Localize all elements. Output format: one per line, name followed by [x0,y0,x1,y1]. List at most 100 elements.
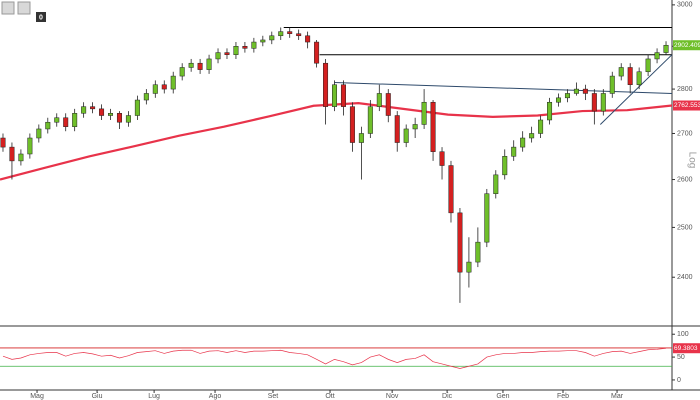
candle-body [108,113,114,116]
y-tick-label: 100 [677,331,689,338]
candle-body [439,151,445,166]
candle-body [134,99,140,116]
candle-body [161,84,167,90]
scale-label: Log [686,152,697,169]
candle-body [323,62,329,107]
x-tick-label: Lug [148,393,160,400]
candle-body [152,84,158,94]
candle-body [233,46,239,55]
candle-body [125,115,131,123]
candle-body [421,101,427,125]
toolbar-label: 0 [39,14,43,21]
candle-body [63,117,69,127]
candle-body [99,108,105,116]
last-value-label: 69.3803 [674,345,698,352]
candle-body [340,84,346,107]
candle-body [600,93,606,112]
candle-body [314,41,320,64]
candle-body [466,261,472,273]
last-value-label: 2762.5535 [674,102,700,109]
candle-body [385,93,391,116]
candle-body [538,119,544,134]
x-tick-label: Set [268,393,279,400]
candle-body [457,212,463,273]
y-tick-label: 2800 [677,86,693,93]
y-tick-label: 0 [677,377,681,384]
candle-body [636,71,642,85]
candle-body [645,58,651,73]
candle-body [18,153,24,162]
candle-body [556,97,562,103]
candle-body [278,31,284,37]
candle-body [430,101,436,152]
candle-body [54,117,60,123]
candle-body [242,46,248,49]
candle-body [260,39,266,43]
candle-body [591,93,597,112]
candle-body [215,52,221,60]
candle-body [332,84,338,107]
candle-body [170,75,176,90]
candle-body [0,137,6,148]
candle-body [529,133,535,139]
candle-body [179,67,185,77]
candle-body [609,75,615,94]
x-tick-label: Giu [92,393,103,400]
y-tick-label: 2600 [677,176,693,183]
candle-body [81,106,87,114]
candle-body [9,146,15,162]
x-tick-label: Feb [557,393,569,400]
candle-body [493,174,499,194]
candle-body [27,137,33,155]
candle-body [72,113,78,127]
rsi-line [2,347,667,369]
x-tick-label: Ago [209,393,222,400]
candle-body [197,62,203,70]
trend-line [334,82,673,94]
candle-body [448,165,454,214]
candle-body [45,121,51,130]
x-tick-label: Mar [611,393,624,400]
toolbar-box [36,12,46,22]
candle-body [582,88,588,94]
tool-button[interactable] [1,1,15,15]
candle-body [403,128,409,143]
candle-body [188,62,194,68]
candle-body [349,106,355,143]
x-tick-label: Mag [30,393,44,400]
y-tick-label: 2700 [677,130,693,137]
last-value-label: 2902.4099 [674,42,700,49]
candle-body [547,101,553,121]
x-tick-label: Dic [442,393,453,400]
candle-body [520,137,526,148]
candle-body [269,35,275,41]
candle-body [484,193,490,243]
candle-body [206,58,212,70]
last-value-box [673,343,700,354]
x-tick-label: Ott [325,393,334,400]
candle-body [663,44,669,53]
candle-body [305,35,311,43]
candle-body [573,88,579,94]
candle-body [627,67,633,85]
last-value-box [673,40,700,51]
y-tick-label: 2400 [677,274,693,281]
tool-button[interactable] [17,1,31,15]
candle-body [475,241,481,263]
candle-body [224,52,230,55]
candle-body [296,33,302,37]
x-tick-label: Nov [386,393,399,400]
candle-body [412,124,418,130]
candle-body [502,156,508,176]
trend-line [599,54,673,125]
candle-body [618,67,624,77]
candle-body [36,128,42,139]
x-tick-label: Gen [496,393,509,400]
candle-body [376,93,382,107]
candle-body [367,106,373,134]
y-tick-label: 2500 [677,224,693,231]
candle-body [143,93,149,101]
candle-body [511,146,517,157]
candle-body [287,31,293,34]
